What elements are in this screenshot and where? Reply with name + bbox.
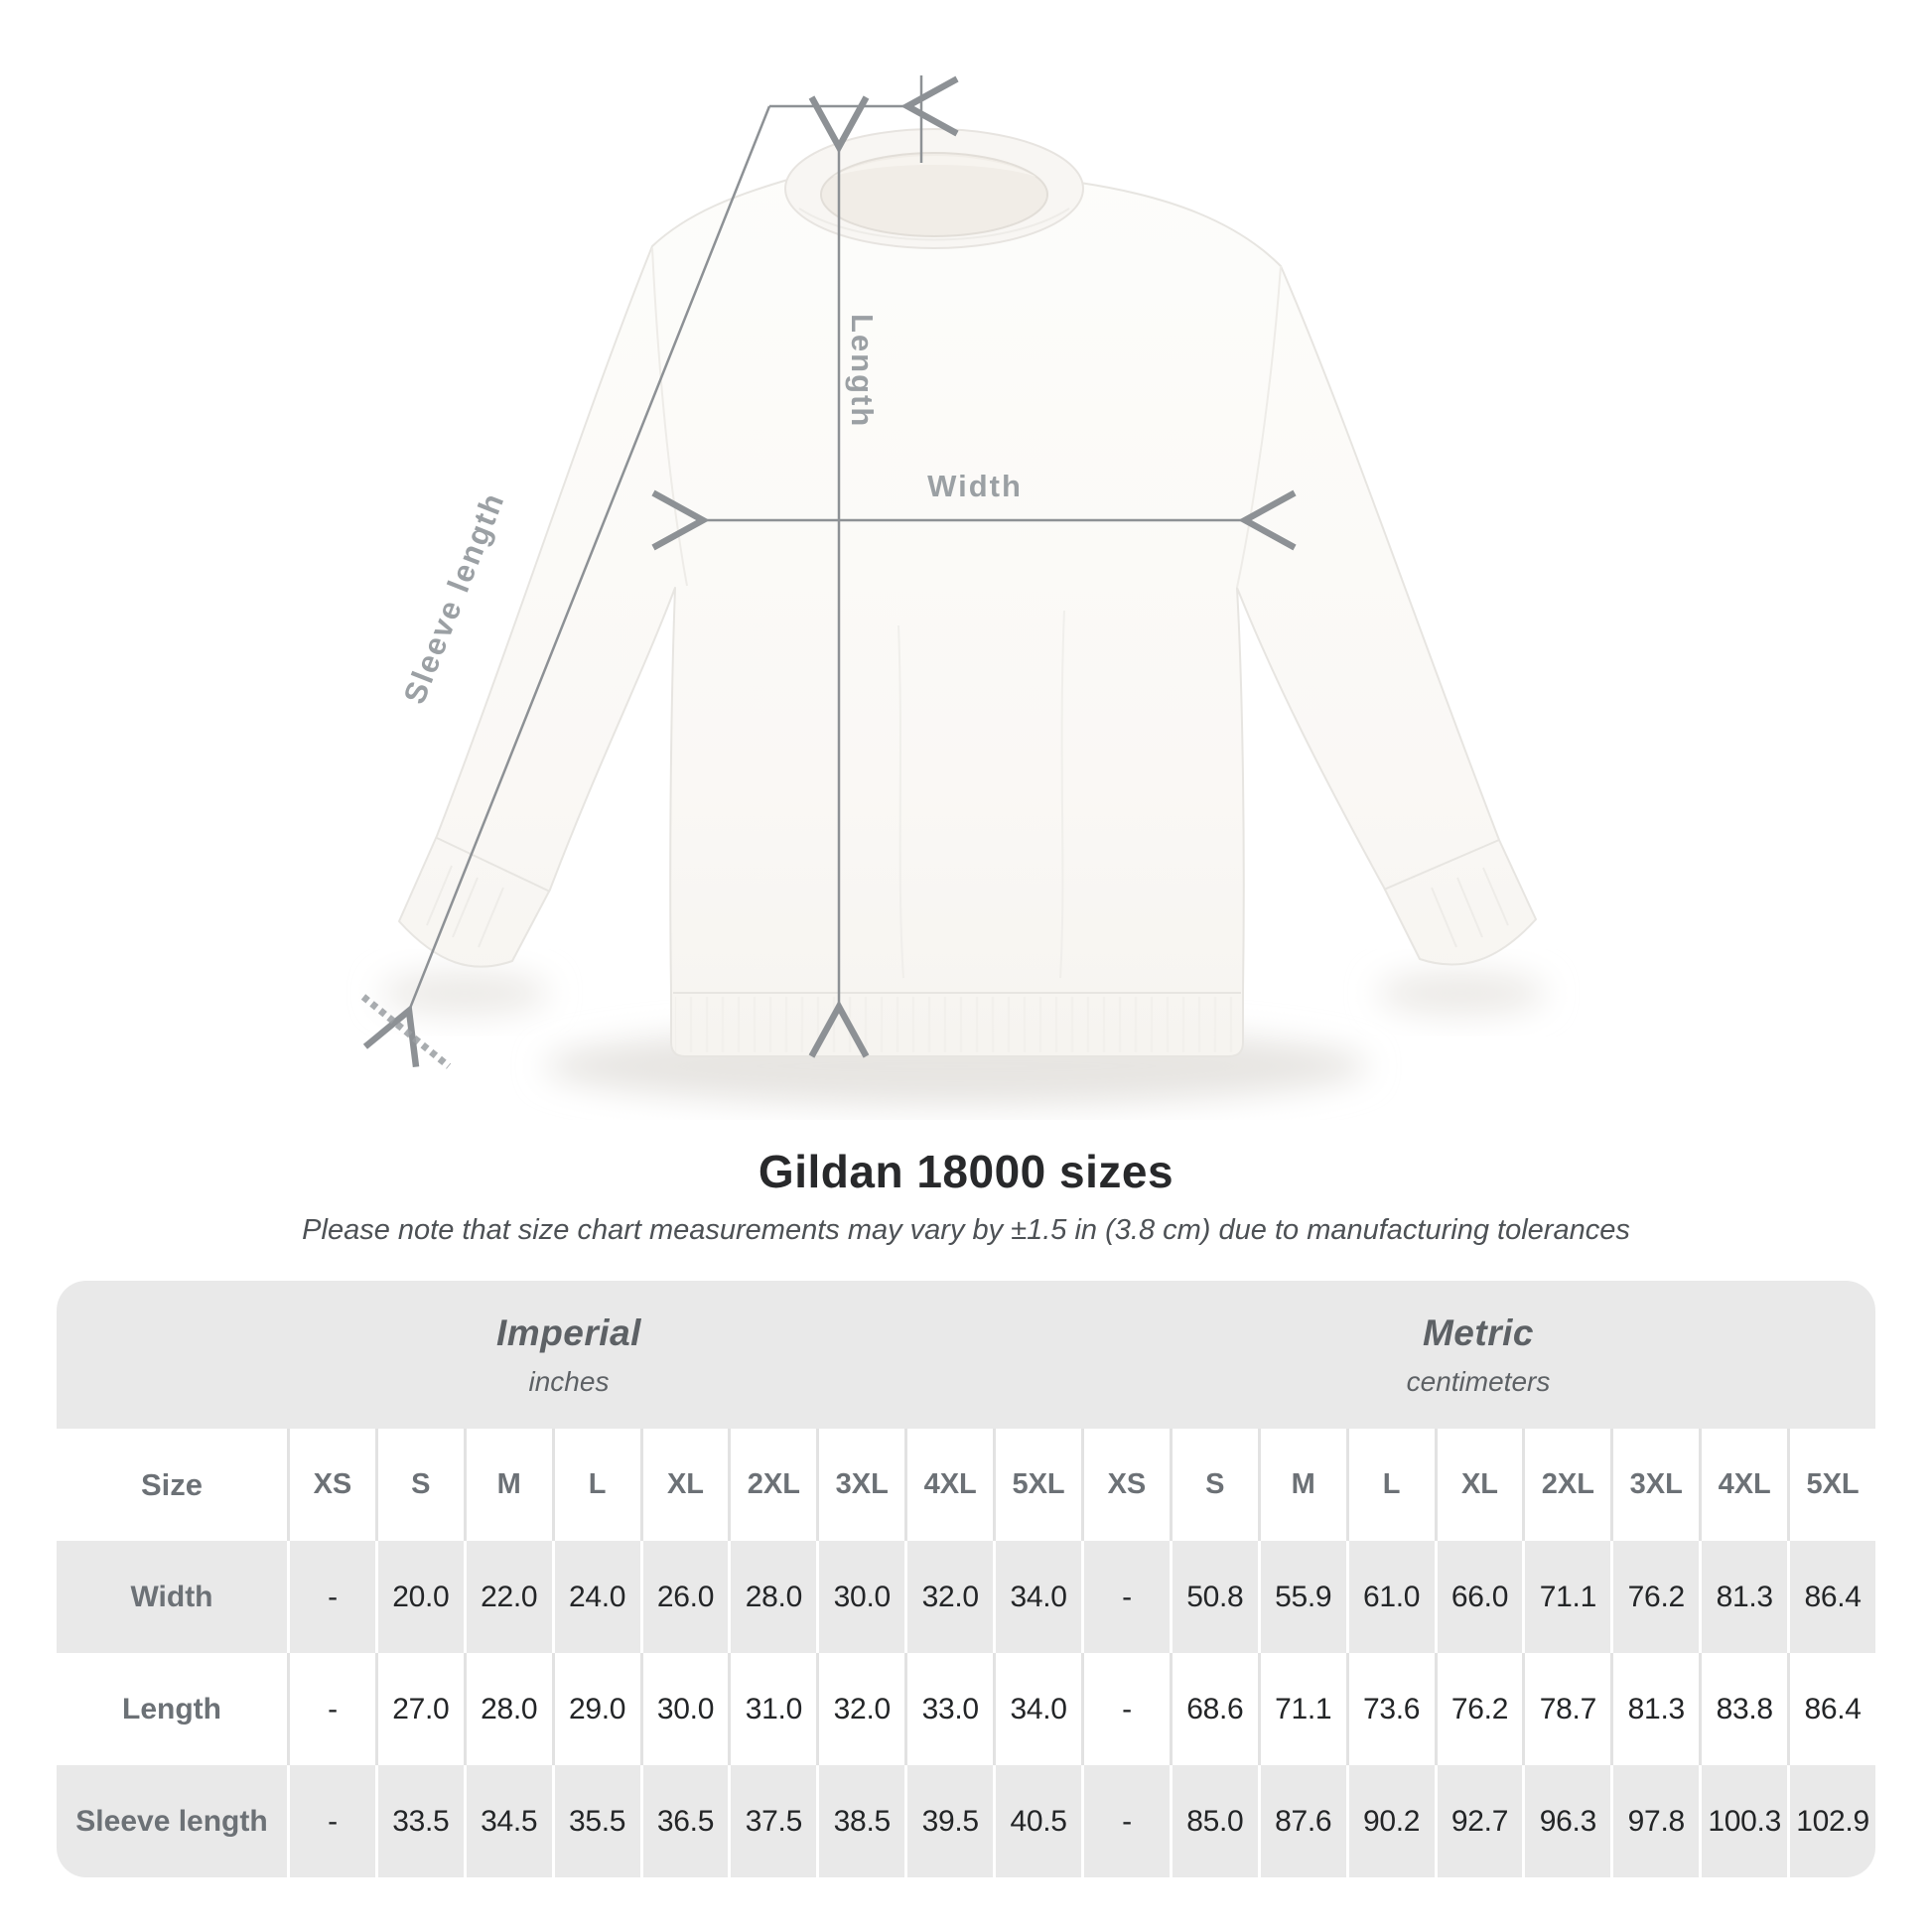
imperial-group-header: Imperial inches [57, 1281, 1081, 1429]
size-value-cell: 38.5 [816, 1765, 905, 1877]
size-value-cell: - [287, 1653, 375, 1765]
row-label-length: Length [57, 1653, 287, 1765]
size-value-cell: 33.5 [374, 1765, 464, 1877]
size-value-cell: 90.2 [1345, 1765, 1435, 1877]
sleeve-length-dimension-line [362, 105, 771, 1068]
size-value-cell: 30.0 [639, 1653, 729, 1765]
size-header-cell: XS [1080, 1429, 1170, 1541]
sleeve-length-dimension-label: Sleeve length [397, 487, 511, 709]
size-value-cell: 36.5 [639, 1765, 729, 1877]
size-value-cell: 34.0 [993, 1653, 1081, 1765]
size-header-cell: XL [1434, 1429, 1523, 1541]
size-value-cell: 68.6 [1169, 1653, 1258, 1765]
size-value-cell: 20.0 [374, 1541, 464, 1653]
size-value-cell: 78.7 [1522, 1653, 1611, 1765]
imperial-label: Imperial [496, 1311, 641, 1353]
size-header-cell: 3XL [816, 1429, 905, 1541]
size-value-cell: 96.3 [1522, 1765, 1611, 1877]
page-title: Gildan 18000 sizes [758, 1146, 1174, 1197]
size-header-cell: 3XL [1610, 1429, 1700, 1541]
size-value-cell: 34.0 [993, 1541, 1081, 1653]
size-value-cell: 86.4 [1787, 1541, 1875, 1653]
collar [784, 128, 1084, 249]
size-header-cell: S [1169, 1429, 1258, 1541]
size-header-cell: 5XL [1787, 1429, 1875, 1541]
metric-group-header: Metric centimeters [1080, 1281, 1875, 1429]
size-value-cell: 55.9 [1257, 1541, 1346, 1653]
size-value-cell: 102.9 [1787, 1765, 1875, 1877]
size-column-header: Size [57, 1429, 287, 1541]
size-header-cell: 2XL [1522, 1429, 1611, 1541]
sweatshirt-measurement-diagram: Width Length Sleeve length [360, 75, 1546, 1106]
size-value-cell: 33.0 [904, 1653, 994, 1765]
size-value-cell: - [287, 1765, 375, 1877]
length-dimension-label: Length [845, 314, 880, 428]
size-value-cell: - [287, 1541, 375, 1653]
size-value-cell: 71.1 [1257, 1653, 1346, 1765]
size-value-cell: 24.0 [551, 1541, 640, 1653]
size-value-cell: 27.0 [374, 1653, 464, 1765]
sleeve-length-end-tick [360, 994, 452, 1069]
size-value-cell: 85.0 [1169, 1765, 1258, 1877]
size-header-cell: XS [287, 1429, 375, 1541]
size-value-cell: - [1080, 1653, 1170, 1765]
size-header-cell: 5XL [993, 1429, 1081, 1541]
size-header-cell: 4XL [904, 1429, 994, 1541]
size-value-cell: 22.0 [463, 1541, 552, 1653]
size-value-cell: 100.3 [1699, 1765, 1788, 1877]
sweatshirt-illustration: Width Length Sleeve length [360, 75, 1546, 1106]
size-value-cell: 30.0 [816, 1541, 905, 1653]
size-value-cell: 92.7 [1434, 1765, 1523, 1877]
metric-unit-label: centimeters [1406, 1365, 1551, 1397]
sweatshirt-body [398, 128, 1537, 1057]
size-header-cell: L [551, 1429, 640, 1541]
size-value-cell: 28.0 [463, 1653, 552, 1765]
size-value-cell: 97.8 [1610, 1765, 1700, 1877]
size-value-cell: - [1080, 1541, 1170, 1653]
size-value-cell: 87.6 [1257, 1765, 1346, 1877]
size-value-cell: 34.5 [463, 1765, 552, 1877]
size-value-cell: 71.1 [1522, 1541, 1611, 1653]
size-value-cell: 81.3 [1610, 1653, 1700, 1765]
width-dimension-label: Width [927, 469, 1023, 503]
size-value-cell: 26.0 [639, 1541, 729, 1653]
size-value-cell: 83.8 [1699, 1653, 1788, 1765]
tolerance-note: Please note that size chart measurements… [302, 1214, 1630, 1246]
size-value-cell: 29.0 [551, 1653, 640, 1765]
size-value-cell: 40.5 [993, 1765, 1081, 1877]
size-header-cell: 2XL [728, 1429, 817, 1541]
row-label-width: Width [57, 1541, 287, 1653]
size-value-cell: 39.5 [904, 1765, 994, 1877]
metric-label: Metric [1422, 1311, 1534, 1353]
size-header-cell: S [374, 1429, 464, 1541]
size-value-cell: 32.0 [904, 1541, 994, 1653]
size-chart-table: Imperial inches Metric centimeters Size … [57, 1281, 1875, 1877]
size-value-cell: 61.0 [1345, 1541, 1435, 1653]
size-value-cell: 66.0 [1434, 1541, 1523, 1653]
size-header-cell: L [1345, 1429, 1435, 1541]
size-value-cell: 28.0 [728, 1541, 817, 1653]
size-header-cell: M [463, 1429, 552, 1541]
size-value-cell: - [1080, 1765, 1170, 1877]
size-value-cell: 37.5 [728, 1765, 817, 1877]
size-value-cell: 32.0 [816, 1653, 905, 1765]
size-header-cell: 4XL [1699, 1429, 1788, 1541]
size-header-cell: M [1257, 1429, 1346, 1541]
size-value-cell: 50.8 [1169, 1541, 1258, 1653]
size-header-cell: XL [639, 1429, 729, 1541]
size-value-cell: 81.3 [1699, 1541, 1788, 1653]
row-label-sleeve-length: Sleeve length [57, 1765, 287, 1877]
size-value-cell: 86.4 [1787, 1653, 1875, 1765]
size-value-cell: 76.2 [1610, 1541, 1700, 1653]
size-value-cell: 35.5 [551, 1765, 640, 1877]
size-value-cell: 31.0 [728, 1653, 817, 1765]
size-value-cell: 73.6 [1345, 1653, 1435, 1765]
size-value-cell: 76.2 [1434, 1653, 1523, 1765]
imperial-unit-label: inches [528, 1365, 610, 1397]
